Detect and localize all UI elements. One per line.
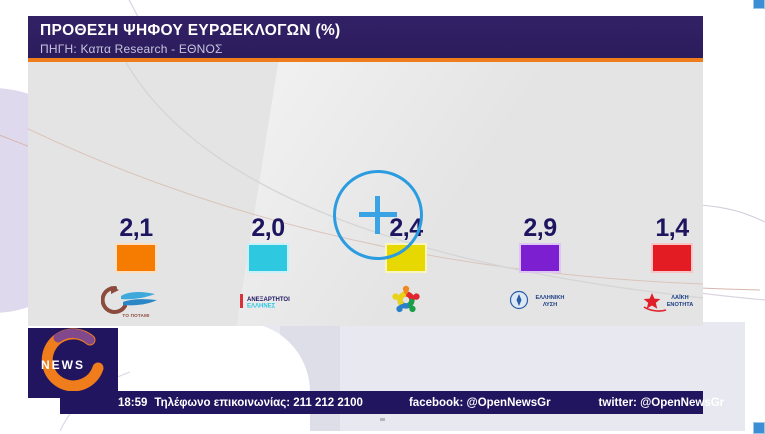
bar-value-label: 2,0 [251, 214, 285, 242]
bar-group-to-potami[interactable]: 2,1 ΤΟ ΠΟΤΑΜΙ [76, 215, 196, 320]
bar-rect [115, 243, 157, 273]
svg-text:ΑΝΕΞΑΡΤΗΤΟΙ: ΑΝΕΞΑΡΤΗΤΟΙ [247, 297, 290, 303]
bar-group-laiki-enotita[interactable]: 1,4 ΛΑΪΚΗ ΕΝΟΤΗΤΑ [612, 215, 703, 320]
anexartitoi-ellines-logo: ΑΝΕΞΑΡΤΗΤΟΙ ΕΛΛΗΝΕΣ [208, 280, 328, 320]
corner-mark-bottom-right [753, 422, 765, 434]
svg-text:ΕΛΛΗΝΙΚΗ: ΕΛΛΗΝΙΚΗ [536, 295, 565, 301]
ticker-bar: 18:59 Τηλέφωνο επικοινωνίας: 211 212 210… [60, 391, 724, 414]
graphic-header: ΠΡΟΘΕΣΗ ΨΗΦΟΥ ΕΥΡΩΕΚΛΟΓΩΝ (%) ΠΗΓΗ: Καπα… [28, 16, 703, 62]
decorative-white-wedge [120, 322, 310, 431]
bar-rect [247, 243, 289, 273]
corner-mark-top-right [753, 0, 765, 9]
to-potami-logo: ΤΟ ΠΟΤΑΜΙ [76, 280, 196, 320]
bar-group-anexartitoi-ellines[interactable]: 2,0 ΑΝΕΞΑΡΤΗΤΟΙ ΕΛΛΗΝΕΣ [208, 215, 328, 320]
svg-text:ΛΑΪΚΗ: ΛΑΪΚΗ [671, 294, 688, 301]
bar-rect [651, 243, 693, 273]
svg-text:ΕΝΟΤΗΤΑ: ΕΝΟΤΗΤΑ [667, 302, 694, 308]
svg-text:ΛΥΣΗ: ΛΥΣΗ [543, 302, 557, 308]
station-logo: NEWS [28, 328, 118, 398]
ticker-twitter-handle: twitter: @OpenNewsGr [598, 396, 725, 409]
bars-row: 2,1 ΤΟ ΠΟΤΑΜΙ 2,0 [28, 62, 703, 326]
bar-value-label: 1,4 [655, 214, 689, 242]
bar-group-elliniki-lysi[interactable]: 2,9 ΕΛΛΗΝΙΚΗ ΛΥΣΗ [480, 215, 600, 320]
svg-text:ΤΟ ΠΟΤΑΜΙ: ΤΟ ΠΟΤΑΜΙ [122, 313, 149, 318]
kinima-allagis-logo [346, 280, 466, 320]
station-logo-text: NEWS [41, 358, 85, 372]
ticker-time: 18:59 [118, 396, 148, 409]
laiki-enotita-logo: ΛΑΪΚΗ ΕΝΟΤΗΤΑ [612, 280, 703, 320]
bar-rect [385, 243, 427, 273]
bar-value-label: 2,1 [119, 214, 153, 242]
svg-text:ΕΛΛΗΝΕΣ: ΕΛΛΗΝΕΣ [247, 304, 276, 310]
elliniki-lysi-logo: ΕΛΛΗΝΙΚΗ ΛΥΣΗ [480, 280, 600, 320]
ticker-facebook-handle: facebook: @OpenNewsGr [408, 396, 551, 409]
ticker-phone: Τηλέφωνο επικοινωνίας: 211 212 2100 [154, 396, 363, 409]
bar-group-kinima-allagis[interactable]: 2,4 [346, 215, 466, 320]
broadcast-graphic: ΠΡΟΘΕΣΗ ΨΗΦΟΥ ΕΥΡΩΕΚΛΟΓΩΝ (%) ΠΗΓΗ: Καπα… [28, 16, 703, 326]
bar-rect [519, 243, 561, 273]
graphic-title: ΠΡΟΘΕΣΗ ΨΗΦΟΥ ΕΥΡΩΕΚΛΟΓΩΝ (%) [40, 22, 341, 39]
cursor-dot-bottom [380, 418, 385, 421]
bar-value-label: 2,4 [389, 214, 423, 242]
graphic-source-subtitle: ΠΗΓΗ: Καπα Research - ΕΘΝΟΣ [40, 42, 223, 56]
chart-panel: 2,1 ΤΟ ΠΟΤΑΜΙ 2,0 [28, 62, 703, 326]
bar-value-label: 2,9 [523, 214, 557, 242]
